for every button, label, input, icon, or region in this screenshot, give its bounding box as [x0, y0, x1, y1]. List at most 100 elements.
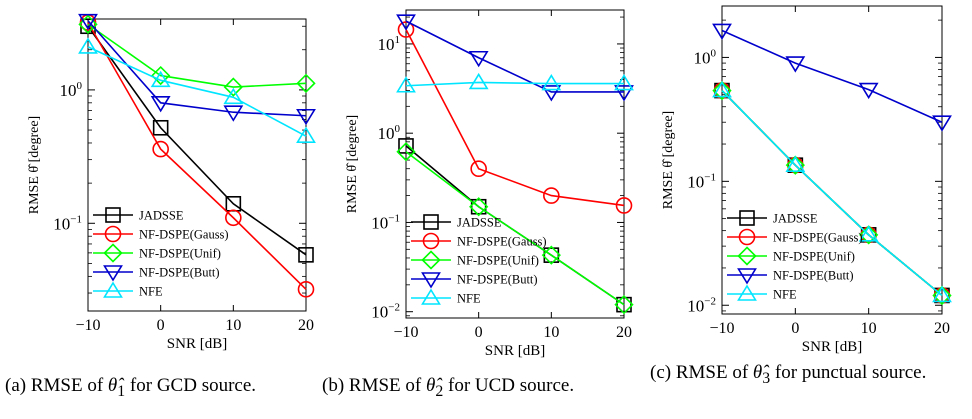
y-tick-label: 100: [378, 123, 401, 143]
data-point: [298, 247, 314, 263]
legend-marker: [104, 225, 122, 243]
data-point: [297, 280, 315, 298]
data-point: [616, 296, 632, 313]
chart-panel-1: 10−1 100 −10 0 10 20 SNR [dB] RMSE θ̂ [degree] J…: [27, 13, 316, 352]
series-NF-DSPE(Butt): [396, 14, 634, 102]
series-NFE: [396, 72, 634, 93]
legend-marker: [421, 288, 441, 305]
y-axis-label: RMSE θ̂ [degree]: [27, 116, 42, 214]
series-line: [721, 90, 943, 297]
data-point: [614, 85, 634, 102]
legend-label: JADSSE: [139, 209, 184, 223]
data-point: [614, 295, 634, 315]
data-point: [712, 81, 732, 98]
x-tick-label: 0: [791, 320, 799, 337]
data-point: [470, 198, 487, 215]
series-line: [87, 25, 307, 256]
data-point: [223, 87, 244, 105]
data-point: [712, 23, 732, 41]
plot-frame: [721, 5, 943, 315]
data-point: [614, 73, 634, 91]
data-point: [78, 13, 98, 31]
x-axis-label: SNR [dB]: [167, 336, 227, 352]
legend-label: NF-DSPE(Gauss): [457, 235, 547, 249]
series-NF-DSPE(Butt): [78, 13, 316, 126]
legend-marker: [103, 243, 123, 263]
series-line: [87, 23, 307, 88]
data-point: [470, 160, 487, 178]
data-point: [296, 73, 316, 93]
data-point: [541, 85, 562, 102]
data-point: [150, 70, 171, 88]
y-axis-label: RMSE θ̂ [degree]: [345, 115, 360, 213]
data-point: [543, 187, 560, 204]
legend-marker: [421, 250, 441, 270]
data-point: [785, 56, 806, 73]
data-point: [225, 209, 242, 227]
legend-label: JADSSE: [773, 212, 818, 226]
series-NF-DSPE(Unif): [78, 14, 316, 97]
data-point: [468, 50, 489, 68]
x-axis-label: SNR [dB]: [802, 339, 862, 355]
data-point: [932, 115, 952, 132]
legend-marker: [105, 207, 121, 223]
data-point: [398, 138, 414, 154]
data-point: [858, 225, 879, 242]
x-tick-label: −10: [75, 317, 100, 334]
data-point: [468, 72, 489, 90]
legend-label: NFE: [457, 292, 481, 306]
series-JADSSE: [80, 18, 314, 263]
data-point: [296, 108, 316, 126]
series-line: [721, 90, 943, 297]
x-tick-label: 20: [934, 320, 950, 337]
legend-marker: [103, 265, 123, 282]
chart-panel-2: 10−2 10−1 100 101 −10 0 10 20 SNR [dB] RMSE θ̂ [d…: [345, 9, 634, 359]
legend-label: NF-DSPE(Unif): [139, 247, 221, 261]
y-tick-label: 100: [694, 47, 717, 67]
y-axis-label: RMSE θ̂ [degree]: [661, 111, 676, 209]
data-point: [78, 37, 98, 54]
y-tick-label: 10−2: [371, 302, 400, 322]
series-line: [87, 20, 307, 117]
legend-label: JADSSE: [457, 216, 502, 230]
caption-a: (a) RMSE of θ̂1 for GCD source.: [5, 375, 257, 400]
data-point: [615, 197, 633, 214]
data-point: [296, 126, 316, 143]
series-line: [405, 151, 625, 306]
y-tick-label: 101: [378, 34, 401, 54]
series-line: [87, 46, 307, 137]
legend-label: NFE: [139, 285, 163, 299]
legend-label: NF-DSPE(Gauss): [773, 231, 863, 245]
data-point: [223, 77, 243, 97]
x-tick-label: 20: [298, 317, 314, 334]
x-tick-label: 10: [543, 324, 559, 341]
legend-marker: [737, 284, 757, 301]
legend-label: NF-DSPE(Gauss): [139, 228, 229, 242]
data-point: [541, 245, 561, 265]
data-point: [152, 119, 169, 136]
data-point: [396, 14, 416, 31]
plot-frame: [87, 18, 307, 312]
data-point: [712, 80, 732, 101]
data-point: [151, 65, 171, 86]
x-tick-label: −10: [709, 320, 734, 337]
x-tick-label: 10: [225, 317, 241, 334]
legend-marker: [739, 210, 755, 226]
series-line: [405, 81, 624, 87]
data-point: [541, 73, 562, 91]
legend-label: NF-DSPE(Butt): [457, 273, 538, 287]
y-tick-label: 10−1: [371, 212, 400, 232]
caption-b: (b) RMSE of θ̂2 for UCD source.: [322, 375, 575, 400]
legend-marker: [738, 228, 756, 246]
data-point: [932, 285, 952, 303]
legend-marker: [421, 272, 441, 289]
legend-marker: [422, 232, 440, 250]
series-line: [721, 90, 943, 297]
y-tick-label: 10−1: [53, 213, 82, 233]
legend-marker: [103, 281, 123, 298]
x-tick-label: 20: [616, 324, 632, 341]
legend: JADSSE NF-DSPE(Gauss) NF-DSPE(Unif) NF-DSPE…: [93, 207, 229, 299]
series-NFE: [78, 37, 316, 143]
x-tick-label: 0: [157, 317, 165, 334]
